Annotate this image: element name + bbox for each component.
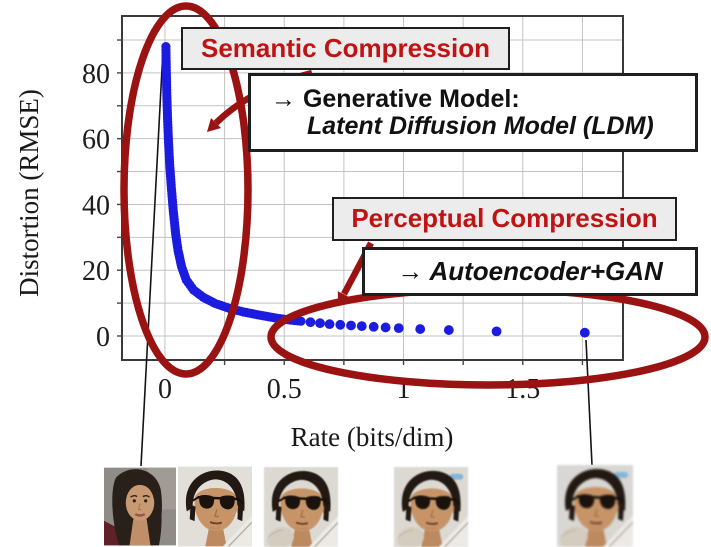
y-tick-label: 80 bbox=[82, 59, 110, 90]
semantic-compression-label-box: Semantic Compression bbox=[181, 27, 510, 70]
data-points bbox=[161, 41, 590, 338]
face-photo-3 bbox=[264, 467, 338, 547]
semantic-region-ellipse bbox=[120, 2, 252, 378]
x-axis-label: Rate (bits/dim) bbox=[290, 422, 454, 452]
man-sunglasses-face-graphic bbox=[393, 467, 469, 547]
x-tick-label: 0 bbox=[158, 374, 172, 405]
perceptual-compression-label-box: Perceptual Compression bbox=[332, 197, 677, 241]
y-tick-label: 20 bbox=[82, 256, 110, 287]
x-tick-label: 1.5 bbox=[505, 374, 540, 405]
y-tick-label: 0 bbox=[96, 322, 110, 353]
perceptual-compression-label: Perceptual Compression bbox=[351, 203, 658, 234]
woman-face-graphic bbox=[104, 467, 176, 546]
autoencoder-gan-callout-box: → Autoencoder+GAN bbox=[362, 247, 698, 296]
y-axis-label: Distortion (RMSE) bbox=[14, 89, 44, 297]
generative-model-line2: Latent Diffusion Model (LDM) bbox=[307, 111, 654, 140]
face-photo-1 bbox=[104, 466, 176, 547]
generative-model-callout-box: → Generative Model: Latent Diffusion Mod… bbox=[248, 73, 698, 152]
man-sunglasses-face-graphic bbox=[178, 466, 252, 547]
callout-lines bbox=[140, 49, 593, 467]
callout-line bbox=[140, 49, 164, 467]
semantic-arrowhead-icon bbox=[207, 118, 221, 132]
callout-line bbox=[585, 339, 593, 466]
y-tick-label: 40 bbox=[82, 190, 110, 221]
perceptual-arrowhead-icon bbox=[337, 291, 351, 306]
face-photo-2 bbox=[178, 466, 252, 547]
x-tick-label: 0.5 bbox=[267, 374, 302, 405]
y-tick-label: 60 bbox=[82, 125, 110, 156]
semantic-compression-label: Semantic Compression bbox=[201, 32, 490, 63]
man-sunglasses-face-graphic bbox=[264, 467, 338, 547]
face-photo-5 bbox=[557, 465, 633, 547]
autoencoder-gan-label: → Autoencoder+GAN bbox=[397, 255, 663, 286]
man-sunglasses-face-graphic bbox=[557, 465, 633, 547]
generative-model-line1: → Generative Model: bbox=[271, 85, 520, 114]
face-photo-4 bbox=[393, 467, 469, 547]
